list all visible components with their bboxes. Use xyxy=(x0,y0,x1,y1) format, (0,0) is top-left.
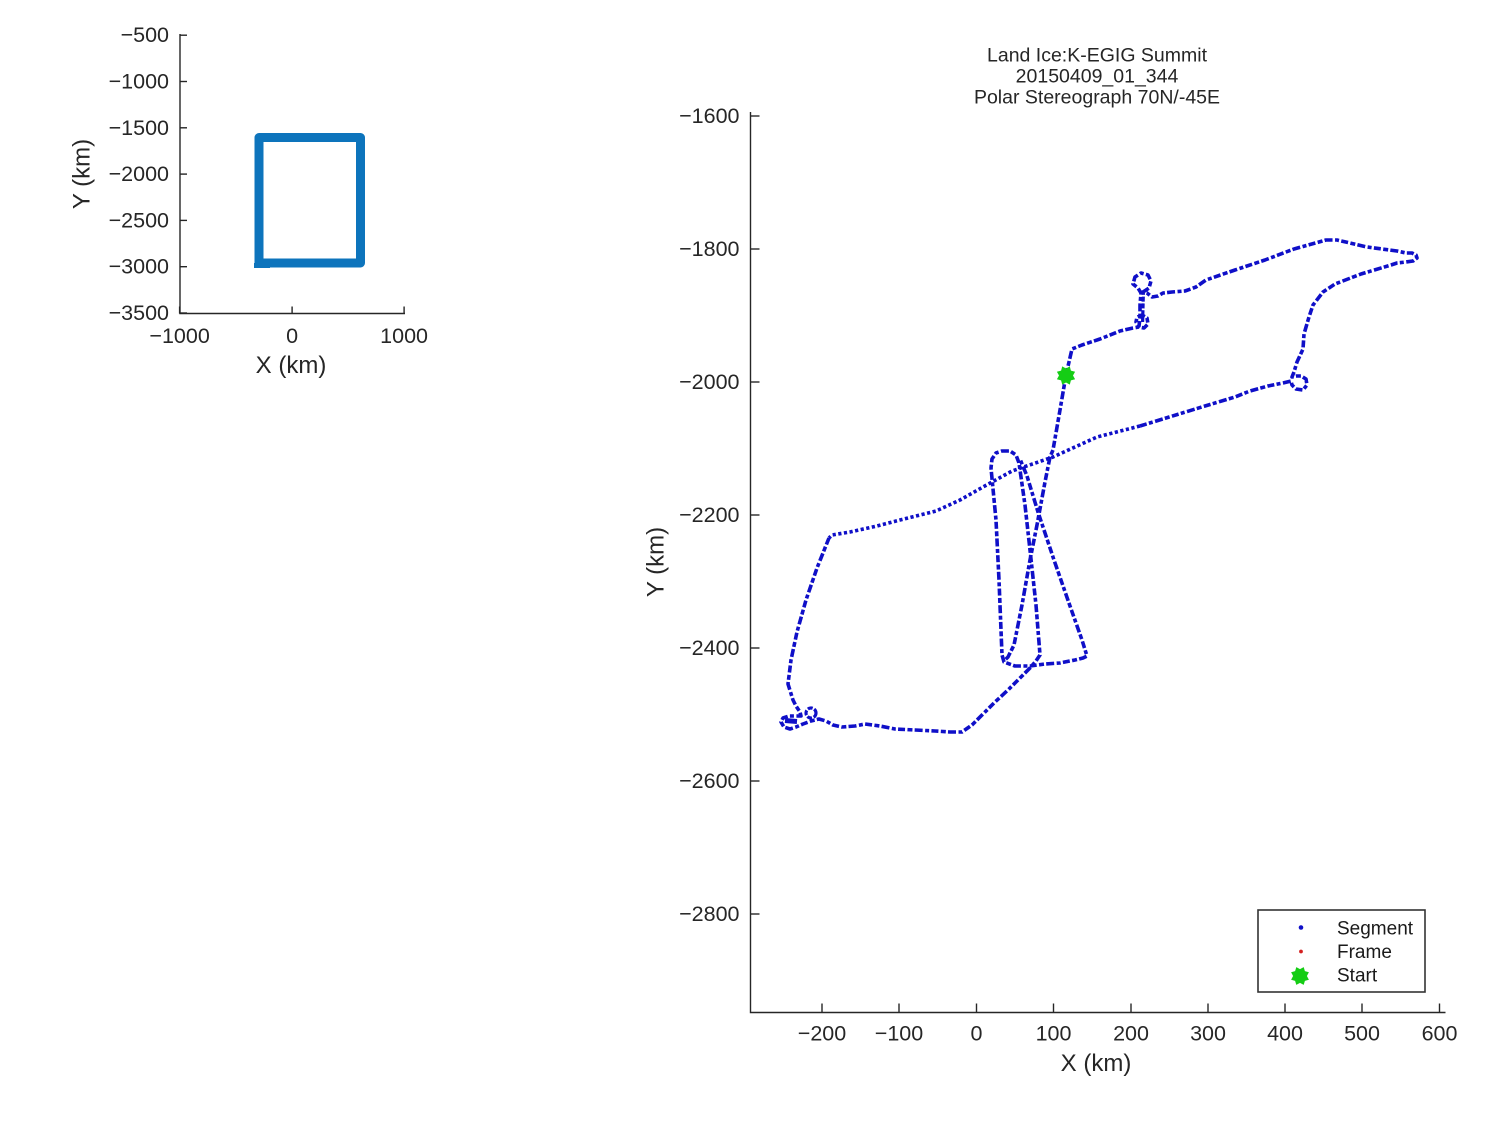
svg-text:400: 400 xyxy=(1267,1022,1303,1046)
svg-text:−1000: −1000 xyxy=(149,324,209,348)
svg-text:200: 200 xyxy=(1113,1022,1149,1046)
svg-text:500: 500 xyxy=(1344,1022,1380,1046)
svg-text:−100: −100 xyxy=(875,1022,923,1046)
svg-text:300: 300 xyxy=(1190,1022,1226,1046)
svg-text:−2800: −2800 xyxy=(679,902,739,926)
svg-text:100: 100 xyxy=(1036,1022,1072,1046)
svg-text:−2400: −2400 xyxy=(679,636,739,660)
svg-text:−2500: −2500 xyxy=(109,208,169,232)
svg-text:Land Ice:K-EGIG Summit: Land Ice:K-EGIG Summit xyxy=(987,45,1208,67)
svg-text:−1000: −1000 xyxy=(109,70,169,94)
svg-text:600: 600 xyxy=(1422,1022,1458,1046)
svg-text:0: 0 xyxy=(286,324,298,348)
svg-text:Y (km): Y (km) xyxy=(643,527,670,597)
svg-text:−200: −200 xyxy=(798,1022,846,1046)
svg-text:20150409_01_344: 20150409_01_344 xyxy=(1016,66,1179,88)
svg-text:−2200: −2200 xyxy=(679,503,739,527)
svg-text:1000: 1000 xyxy=(380,324,428,348)
svg-text:−2600: −2600 xyxy=(679,769,739,793)
svg-text:−1500: −1500 xyxy=(109,116,169,140)
svg-text:X (km): X (km) xyxy=(1061,1050,1132,1077)
svg-text:−3500: −3500 xyxy=(109,301,169,325)
svg-text:Segment: Segment xyxy=(1337,919,1414,940)
svg-text:−3000: −3000 xyxy=(109,255,169,279)
svg-text:−2000: −2000 xyxy=(679,370,739,394)
svg-text:Polar Stereograph 70N/-45E: Polar Stereograph 70N/-45E xyxy=(974,87,1220,109)
svg-text:0: 0 xyxy=(971,1022,983,1046)
svg-text:Y (km): Y (km) xyxy=(69,139,96,209)
svg-text:−1800: −1800 xyxy=(679,237,739,261)
svg-text:Frame: Frame xyxy=(1337,942,1392,963)
svg-text:−2000: −2000 xyxy=(109,162,169,186)
svg-text:X (km): X (km) xyxy=(256,352,327,379)
svg-text:Start: Start xyxy=(1337,966,1378,987)
svg-text:−500: −500 xyxy=(121,23,169,47)
svg-text:−1600: −1600 xyxy=(679,104,739,128)
